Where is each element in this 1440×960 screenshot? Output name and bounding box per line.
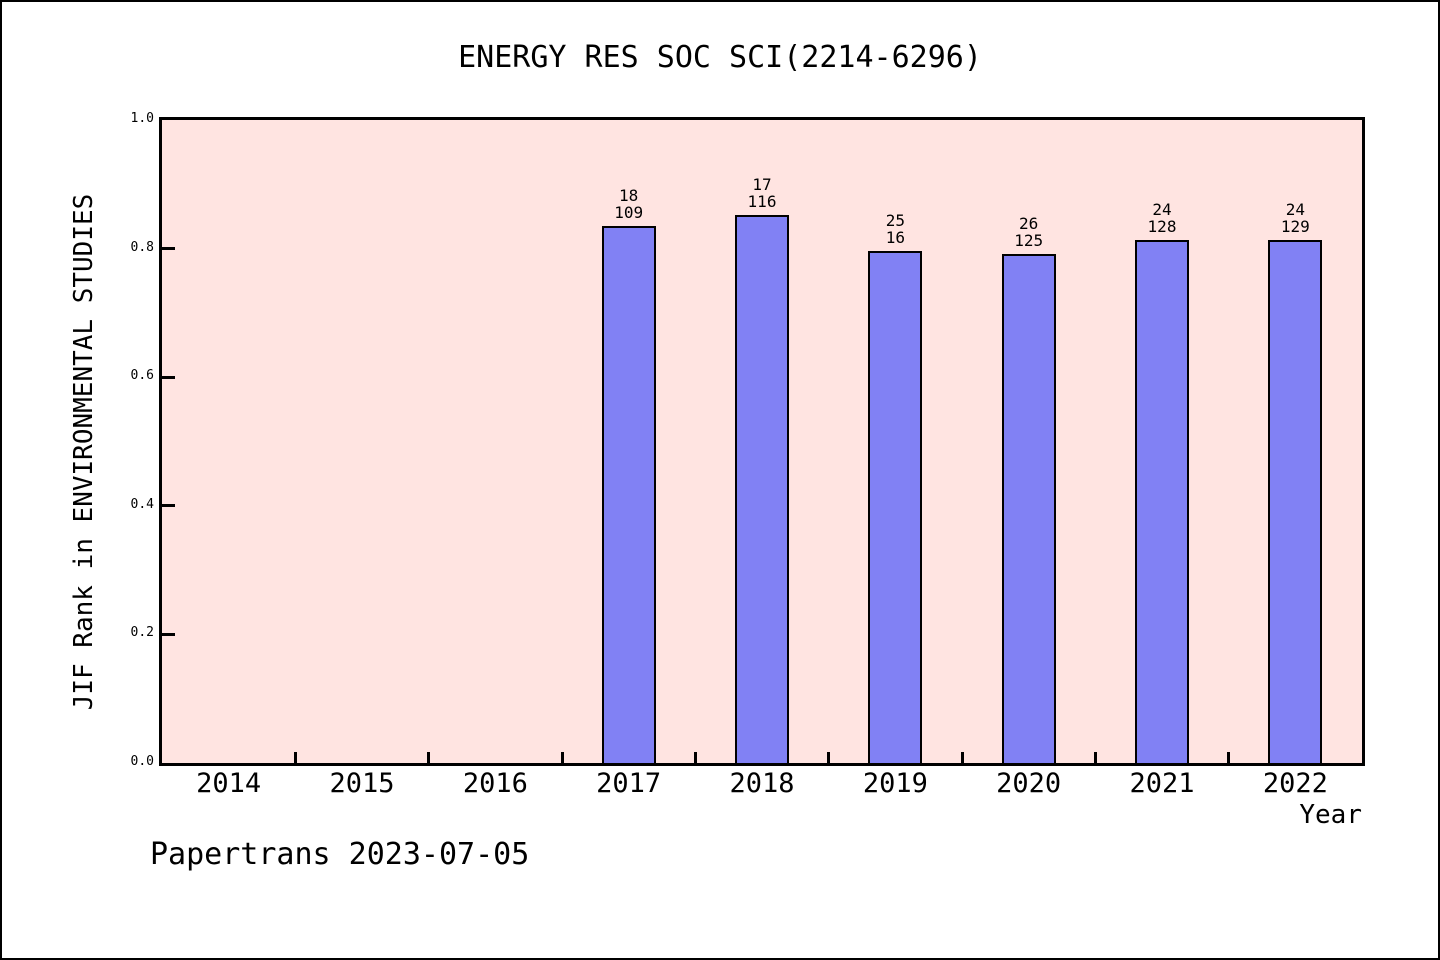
bar-value-label: 26 125	[1014, 214, 1044, 250]
x-tick-mark	[1093, 752, 1097, 763]
x-tick-label: 2015	[329, 768, 395, 799]
bar	[1268, 240, 1323, 763]
bar	[601, 226, 656, 763]
chart-title: ENERGY RES SOC SCI(2214-6296)	[458, 40, 982, 75]
bar	[1135, 240, 1189, 763]
y-tick-label: 1.0	[130, 111, 154, 126]
x-tick-mark	[693, 752, 697, 763]
bar-value-label: 24 128	[1147, 200, 1177, 236]
x-tick-mark	[960, 752, 964, 763]
x-tick-label: 2017	[596, 768, 662, 799]
x-tick-label: 2019	[862, 768, 928, 799]
y-tick-label: 0.0	[130, 754, 154, 769]
x-tick-mark	[560, 752, 564, 763]
bar-value-label: 18 109	[614, 186, 644, 222]
x-tick-label: 2014	[196, 768, 262, 799]
x-axis-title: Year	[1299, 800, 1362, 830]
x-tick-label: 2020	[996, 768, 1062, 799]
bar-value-label: 25 16	[885, 211, 905, 247]
x-tick-label: 2022	[1262, 768, 1328, 799]
x-tick-mark	[827, 752, 831, 763]
y-tick-mark	[162, 632, 175, 636]
bar-value-label: 17 116	[747, 175, 777, 211]
y-tick-label: 0.4	[130, 496, 154, 512]
bar-value-label: 24 129	[1280, 200, 1310, 236]
footer-watermark: Papertrans 2023-07-05	[150, 837, 530, 872]
x-tick-label: 2018	[729, 768, 795, 799]
y-tick-label: 0.8	[130, 239, 154, 255]
y-tick-mark	[162, 247, 175, 251]
x-tick-label: 2021	[1129, 768, 1195, 799]
plot-area: 18 109 17 116 25 16 26 125 24 128 24 129	[159, 117, 1365, 766]
y-tick-mark	[162, 375, 175, 379]
y-tick-label: 0.6	[130, 368, 154, 384]
y-tick-label: 0.2	[130, 625, 154, 641]
x-tick-label: 2016	[462, 768, 528, 799]
y-tick-mark	[162, 504, 175, 508]
bar	[868, 251, 923, 763]
x-tick-mark	[293, 752, 297, 763]
bar	[1001, 254, 1056, 763]
bar	[735, 215, 789, 763]
x-tick-mark	[427, 752, 431, 763]
x-tick-mark	[1227, 752, 1231, 763]
y-axis-title: JIF Rank in ENVIRONMENTAL STUDIES	[69, 193, 99, 711]
